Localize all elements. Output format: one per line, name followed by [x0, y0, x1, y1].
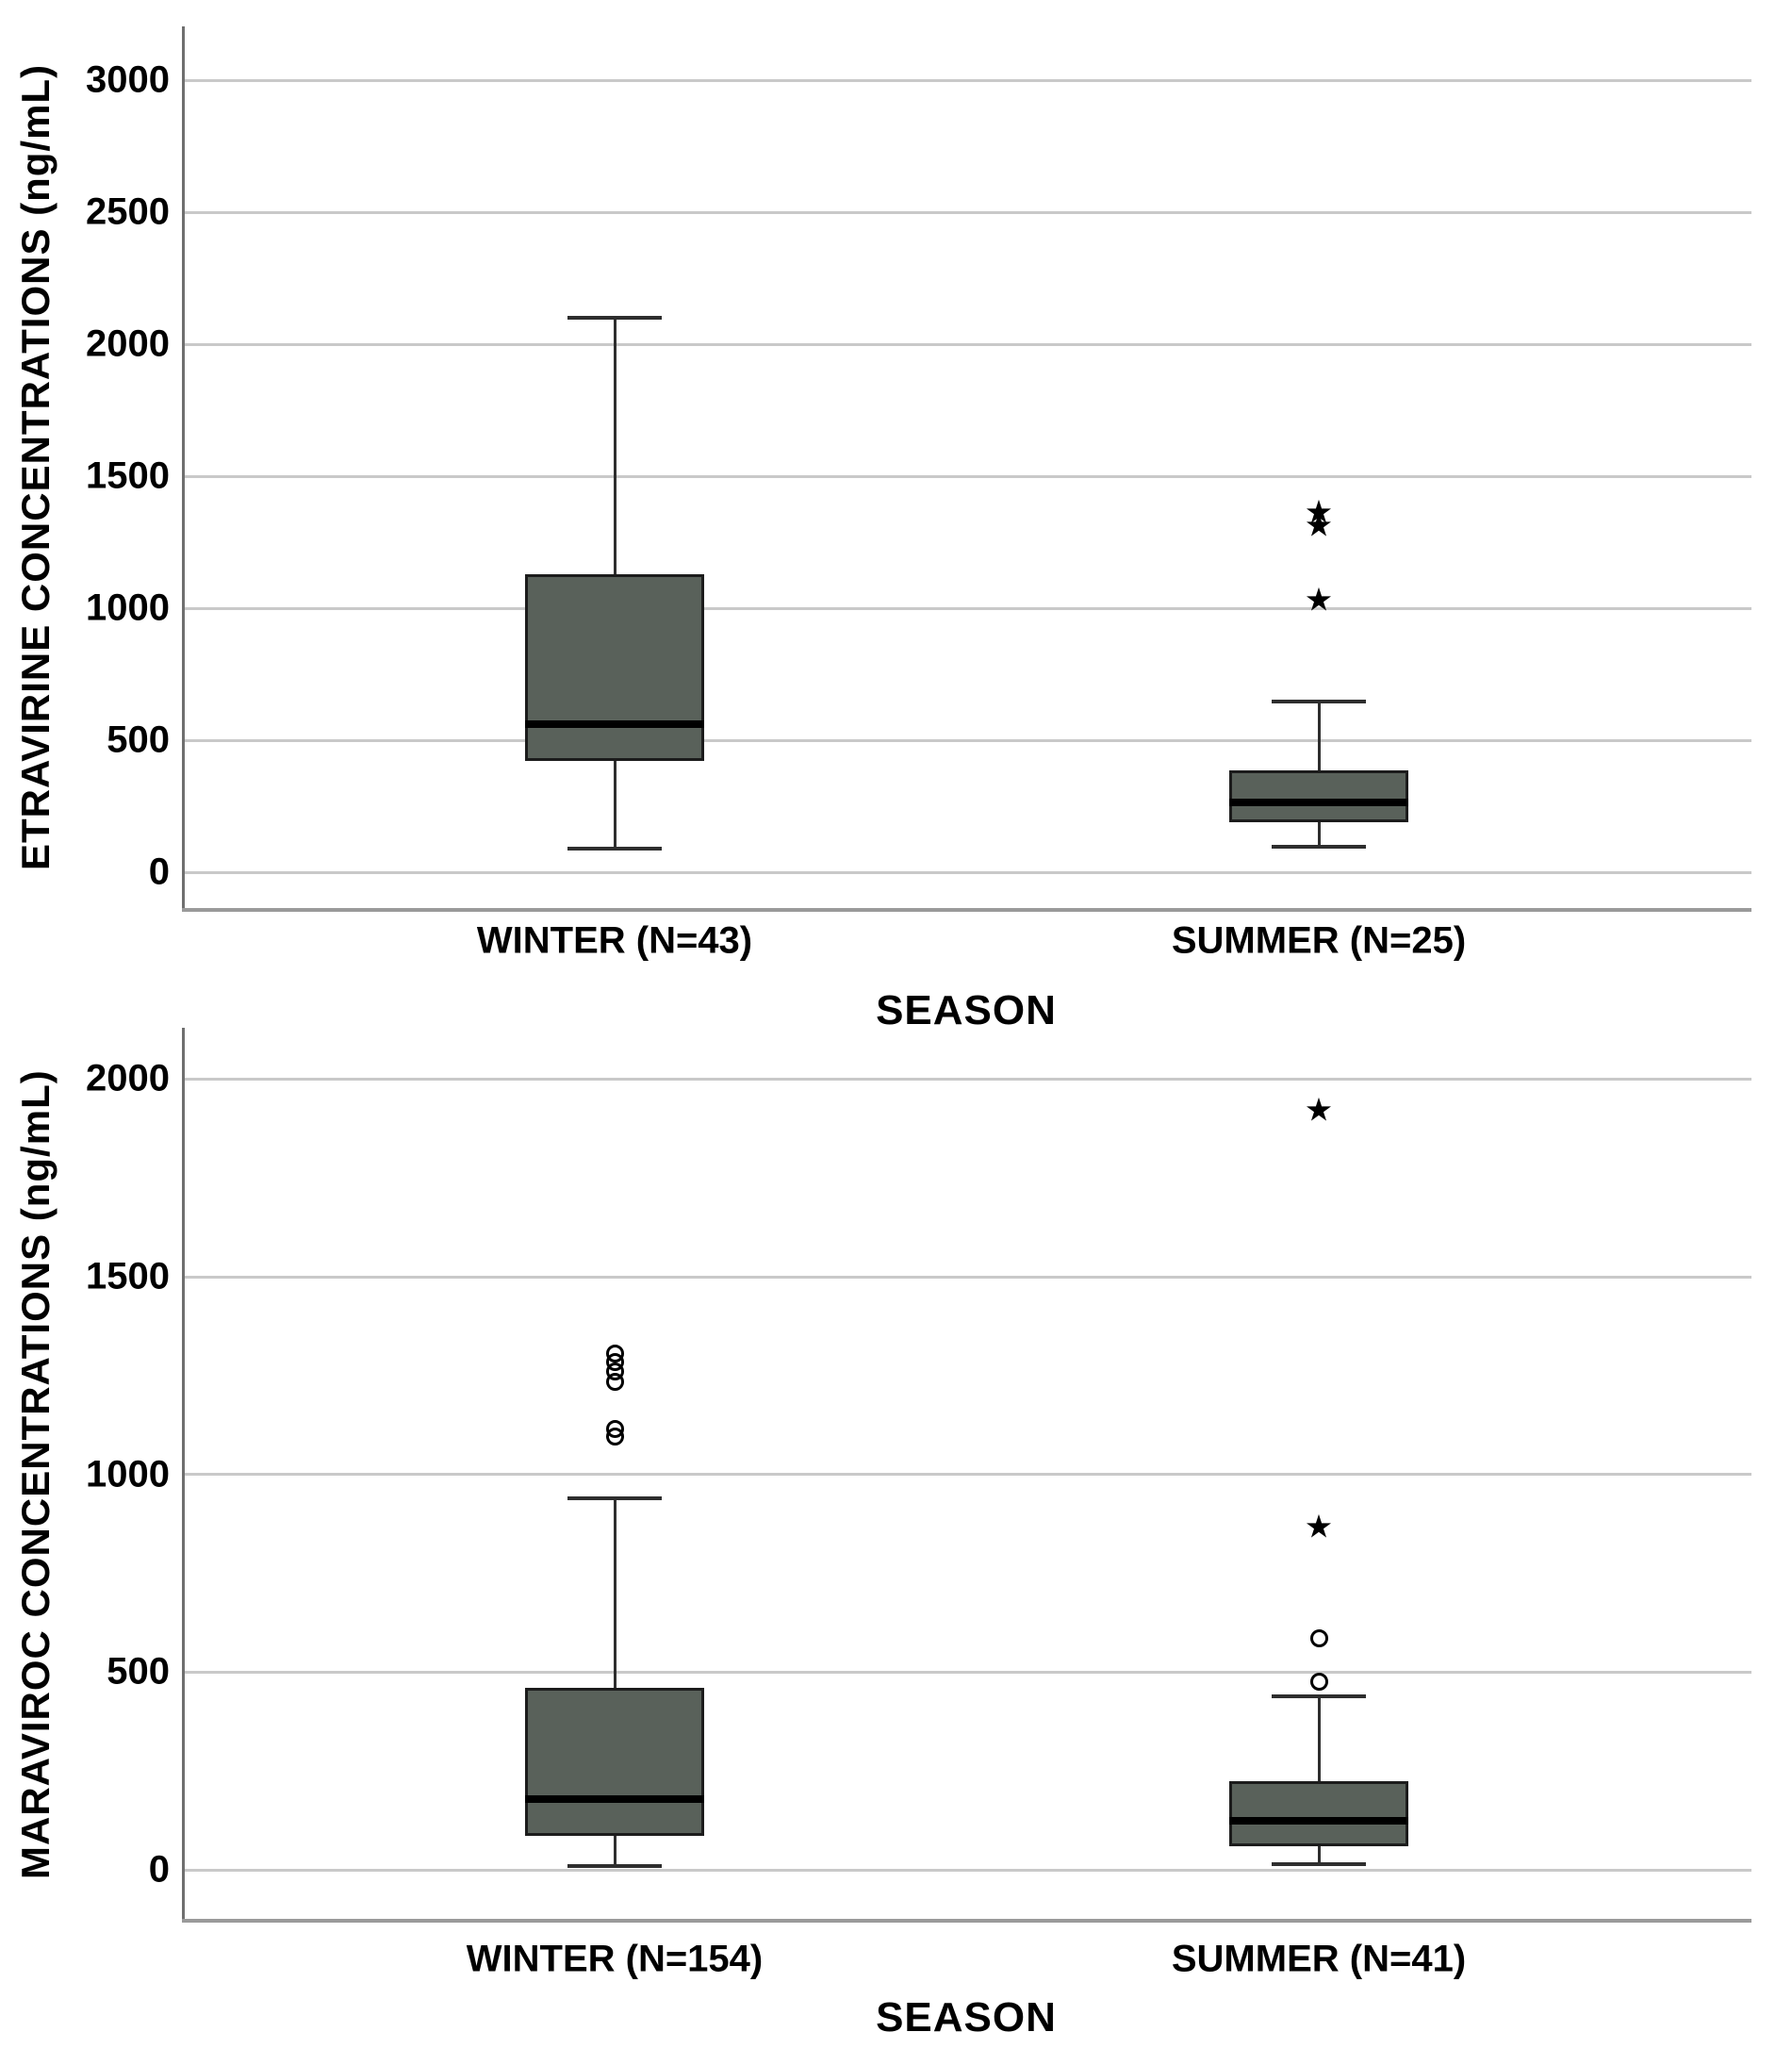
lower-whisker-winter-maraviroc — [613, 1836, 617, 1866]
x-axis-line — [182, 908, 1751, 912]
y-tick-label-1000: 1000 — [86, 586, 170, 629]
median-line-summer-etravirine — [1229, 798, 1408, 806]
gridline-2000 — [182, 342, 1751, 346]
upper-whisker-winter-etravirine — [613, 318, 617, 574]
lower-whisker-cap-summer-etravirine — [1272, 845, 1366, 850]
gridline-0 — [182, 870, 1751, 874]
category-label-summer-maraviroc: SUMMER (N=41) — [1171, 1938, 1467, 1980]
category-label-summer-etravirine: SUMMER (N=25) — [1171, 919, 1467, 962]
extreme-star-summer-etravirine-0: ★ — [1304, 494, 1334, 531]
y-tick-label-500: 500 — [107, 1650, 170, 1693]
median-line-winter-etravirine — [525, 720, 704, 729]
upper-whisker-summer-maraviroc — [1317, 1695, 1321, 1781]
extreme-star-summer-etravirine-2: ★ — [1304, 581, 1334, 618]
y-tick-label-1500: 1500 — [86, 454, 170, 497]
y-tick-label-0: 0 — [148, 851, 170, 893]
gridline-1500 — [182, 1275, 1751, 1279]
extreme-star-summer-maraviroc-0: ★ — [1304, 1092, 1334, 1129]
upper-whisker-cap-winter-etravirine — [567, 316, 662, 320]
outlier-circle-winter-maraviroc-3 — [605, 1372, 624, 1391]
y-tick-label-1000: 1000 — [86, 1453, 170, 1495]
y-tick-label-1500: 1500 — [86, 1255, 170, 1297]
lower-whisker-summer-maraviroc — [1317, 1845, 1321, 1864]
lower-whisker-cap-winter-maraviroc — [567, 1863, 662, 1868]
y-tick-label-500: 500 — [107, 719, 170, 761]
y-axis-line — [182, 1028, 185, 1921]
category-label-winter-maraviroc: WINTER (N=154) — [466, 1938, 764, 1980]
y-axis-line — [182, 26, 185, 910]
outlier-circle-summer-maraviroc-1 — [1309, 1673, 1328, 1692]
outlier-circle-winter-maraviroc-5 — [605, 1428, 624, 1446]
gridline-2000 — [182, 1077, 1751, 1081]
y-tick-label-2000: 2000 — [86, 1057, 170, 1099]
box-winter-maraviroc — [525, 1688, 704, 1837]
gridline-500 — [182, 1670, 1751, 1674]
y-tick-label-3000: 3000 — [86, 58, 170, 101]
upper-whisker-summer-etravirine — [1317, 702, 1321, 771]
category-label-winter-etravirine: WINTER (N=43) — [476, 919, 753, 962]
box-winter-etravirine — [525, 573, 704, 762]
lower-whisker-cap-winter-etravirine — [567, 846, 662, 851]
upper-whisker-cap-summer-etravirine — [1272, 700, 1366, 704]
season-x-axis-title-bottom: SEASON — [876, 1994, 1057, 2040]
y-tick-label-0: 0 — [148, 1848, 170, 1891]
box-summer-etravirine — [1229, 770, 1408, 822]
extreme-star-summer-maraviroc-1: ★ — [1304, 1509, 1334, 1545]
gridline-1500 — [182, 474, 1751, 478]
upper-whisker-cap-winter-maraviroc — [567, 1495, 662, 1500]
y-tick-label-2500: 2500 — [86, 190, 170, 233]
y-tick-label-2000: 2000 — [86, 322, 170, 365]
upper-whisker-cap-summer-maraviroc — [1272, 1693, 1366, 1698]
gridline-1000 — [182, 606, 1751, 610]
maraviroc-y-axis-title: MARAVIROC CONCENTRATIONS (ng/mL) — [13, 1069, 58, 1879]
gridline-500 — [182, 738, 1751, 742]
outlier-circle-summer-maraviroc-0 — [1309, 1629, 1328, 1648]
lower-whisker-summer-etravirine — [1317, 821, 1321, 848]
median-line-summer-maraviroc — [1229, 1816, 1408, 1825]
gridline-2500 — [182, 210, 1751, 214]
gridline-3000 — [182, 78, 1751, 82]
gridline-0 — [182, 1868, 1751, 1872]
season-x-axis-title-top: SEASON — [876, 987, 1057, 1033]
etravirine-y-axis-title: ETRAVIRINE CONCENTRATIONS (ng/mL) — [13, 63, 58, 870]
box-summer-maraviroc — [1229, 1780, 1408, 1846]
upper-whisker-winter-maraviroc — [613, 1497, 617, 1689]
lower-whisker-winter-etravirine — [613, 761, 617, 849]
extreme-star-summer-etravirine-1: ★ — [1304, 507, 1334, 544]
lower-whisker-cap-summer-maraviroc — [1272, 1861, 1366, 1866]
x-axis-line — [182, 1919, 1751, 1923]
gridline-1000 — [182, 1473, 1751, 1477]
median-line-winter-maraviroc — [525, 1794, 704, 1803]
